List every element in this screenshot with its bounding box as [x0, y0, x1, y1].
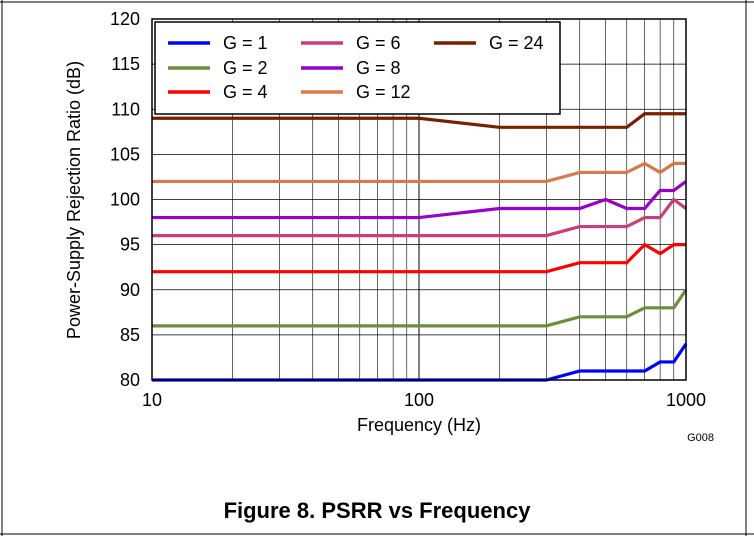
y-tick-label: 80 — [120, 370, 140, 390]
figure-caption: Figure 8. PSRR vs Frequency — [223, 498, 531, 523]
x-tick-label: 10 — [142, 390, 162, 410]
series-line-5 — [152, 161, 686, 184]
y-tick-label: 85 — [120, 325, 140, 345]
legend: G = 1 G = 2 G = 4 G = 6 G = 8 G = 12 G = 24 — [154, 21, 561, 115]
legend-label: G = 6 — [356, 33, 401, 53]
y-tick-label: 115 — [111, 54, 140, 74]
y-tick-label: 90 — [120, 280, 140, 300]
y-tick-label: 105 — [110, 144, 140, 164]
series-line-1 — [152, 288, 688, 328]
y-tick-label: 110 — [111, 99, 140, 119]
series-line-0 — [152, 343, 688, 382]
legend-label: G = 12 — [356, 82, 411, 102]
x-tick-label: 1000 — [666, 390, 706, 410]
plot-area-border — [151, 18, 687, 381]
legend-label: G = 24 — [489, 33, 544, 53]
series-layer — [152, 112, 688, 382]
y-axis-label: Power-Supply Rejection Ratio (dB) — [64, 61, 84, 339]
legend-label: G = 1 — [223, 33, 268, 53]
series-line-6 — [152, 112, 686, 129]
figure-code: G008 — [687, 432, 714, 444]
tick-labels: 80 85 90 95 100 105 110 115 120 10 100 1000 — [110, 9, 706, 410]
legend-box — [154, 21, 561, 115]
x-tick-label: 100 — [404, 390, 434, 410]
legend-label: G = 8 — [356, 58, 401, 78]
axes — [151, 18, 687, 381]
x-axis-label: Frequency (Hz) — [357, 415, 481, 435]
series-line-2 — [152, 242, 686, 274]
series-line-4 — [152, 180, 687, 220]
y-tick-label: 120 — [110, 9, 140, 29]
y-tick-label: 95 — [120, 235, 140, 255]
series-line-3 — [152, 197, 687, 238]
y-tick-label: 100 — [110, 190, 140, 210]
legend-label: G = 2 — [223, 58, 268, 78]
legend-label: G = 4 — [223, 82, 268, 102]
